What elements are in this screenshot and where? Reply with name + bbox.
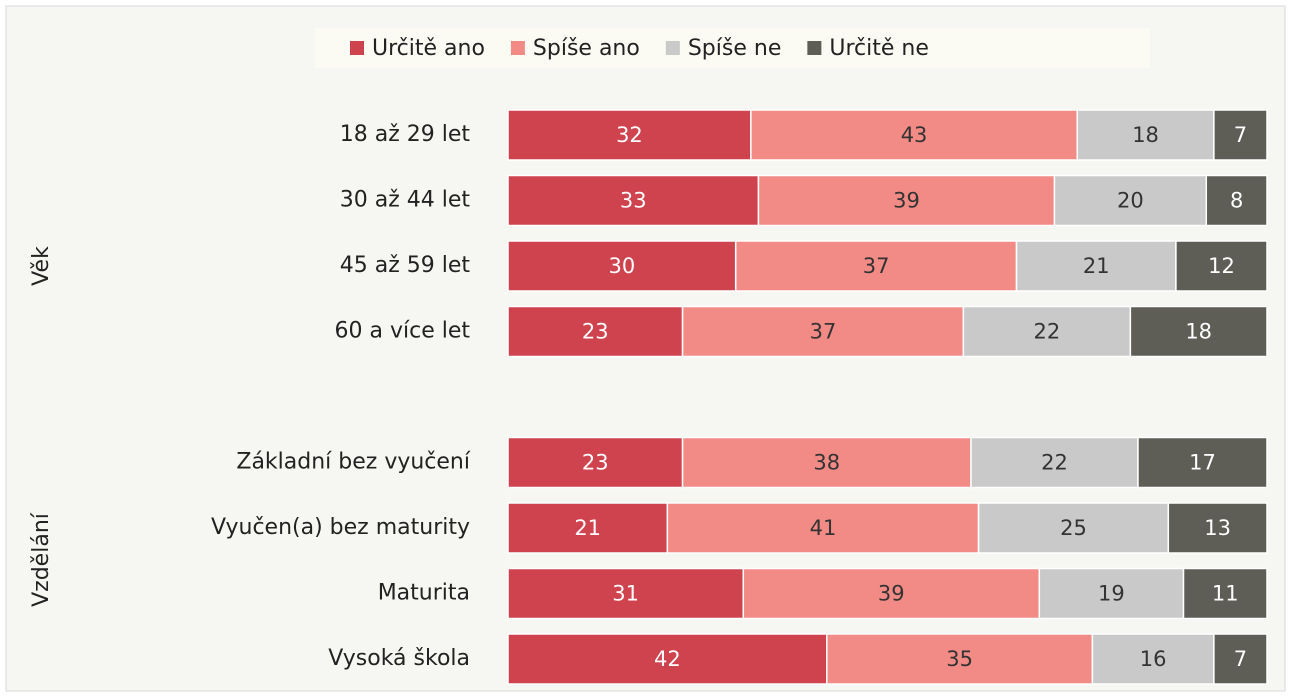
bar-segment	[507, 436, 684, 489]
legend-label: Určitě ano	[372, 36, 485, 61]
bar-segment	[681, 305, 965, 358]
bar-segment	[1205, 174, 1268, 227]
data-label: 7	[1234, 123, 1247, 147]
data-label: 38	[813, 451, 840, 475]
data-label: 11	[1212, 582, 1239, 606]
data-label: 39	[893, 189, 920, 213]
bar-segment	[734, 240, 1018, 292]
bar-segment	[1213, 633, 1268, 685]
bar-segment	[507, 567, 745, 620]
bar-segment	[962, 305, 1132, 358]
legend-swatch	[350, 41, 364, 55]
bar-segment	[977, 502, 1170, 554]
y-tick-label: 30 až 44 let	[340, 188, 471, 213]
legend-swatch	[510, 41, 525, 55]
bar-segment	[1076, 109, 1215, 161]
bar-segment	[1167, 502, 1268, 554]
data-label: 22	[1034, 320, 1061, 344]
y-tick-label: 60 a více let	[335, 319, 471, 344]
data-label: 25	[1060, 516, 1087, 540]
bar-segment	[1015, 240, 1177, 292]
data-label: 18	[1185, 320, 1212, 344]
data-label: 12	[1208, 254, 1235, 278]
y-tick-label: 45 až 59 let	[340, 253, 471, 278]
data-label: 18	[1132, 123, 1159, 147]
data-label: 23	[582, 451, 609, 475]
bar-segment	[1137, 436, 1268, 489]
data-label: 21	[1083, 254, 1110, 278]
legend-label: Spíše ne	[688, 36, 782, 61]
data-label: 20	[1117, 189, 1144, 213]
y-tick-label: Základní bez vyučení	[236, 450, 470, 475]
data-label: 22	[1041, 451, 1068, 475]
bar-segment	[507, 502, 669, 554]
y-tick-label: Vyučen(a) bez maturity	[211, 515, 470, 540]
bar-segment	[750, 109, 1078, 161]
data-label: 37	[810, 320, 837, 344]
bar-segment	[1175, 240, 1268, 292]
data-label: 42	[654, 647, 681, 671]
data-label: 21	[574, 516, 601, 540]
data-label: 39	[878, 582, 905, 606]
bar-segment	[1129, 305, 1268, 358]
y-tick-label: 18 až 29 let	[340, 122, 471, 147]
bar-segment	[507, 633, 828, 685]
legend-swatch	[807, 41, 822, 55]
bar-segment	[681, 436, 972, 489]
data-label: 43	[901, 123, 928, 147]
bar-segment	[666, 502, 980, 554]
bar-segment	[1213, 109, 1268, 161]
group-label: Věk	[29, 246, 54, 286]
data-label: 37	[863, 254, 890, 278]
legend-label: Spíše ano	[533, 36, 640, 61]
data-label: 41	[810, 516, 837, 540]
legend-swatch	[665, 41, 680, 55]
bar-segment	[1182, 567, 1268, 620]
data-label: 23	[582, 320, 609, 344]
data-label: 19	[1098, 582, 1125, 606]
data-label: 16	[1140, 647, 1167, 671]
y-tick-label: Maturita	[378, 581, 470, 606]
bar-segment	[507, 240, 737, 292]
data-label: 8	[1230, 189, 1243, 213]
data-label: 33	[620, 189, 647, 213]
legend-label: Určitě ne	[829, 36, 929, 61]
bar-segment	[507, 109, 752, 161]
bar-segment	[826, 633, 1094, 685]
group-label: Vzdělání	[29, 512, 54, 607]
data-label: 30	[608, 254, 635, 278]
data-label: 13	[1204, 516, 1231, 540]
bar-segment	[507, 305, 684, 358]
bar-segment	[507, 174, 760, 227]
data-label: 17	[1189, 451, 1216, 475]
data-label: 7	[1234, 647, 1247, 671]
legend-box	[315, 28, 1150, 68]
y-tick-label: Vysoká škola	[328, 646, 470, 671]
data-label: 35	[946, 647, 973, 671]
data-label: 31	[612, 582, 639, 606]
bar-segment	[1053, 174, 1208, 227]
data-label: 32	[616, 123, 643, 147]
